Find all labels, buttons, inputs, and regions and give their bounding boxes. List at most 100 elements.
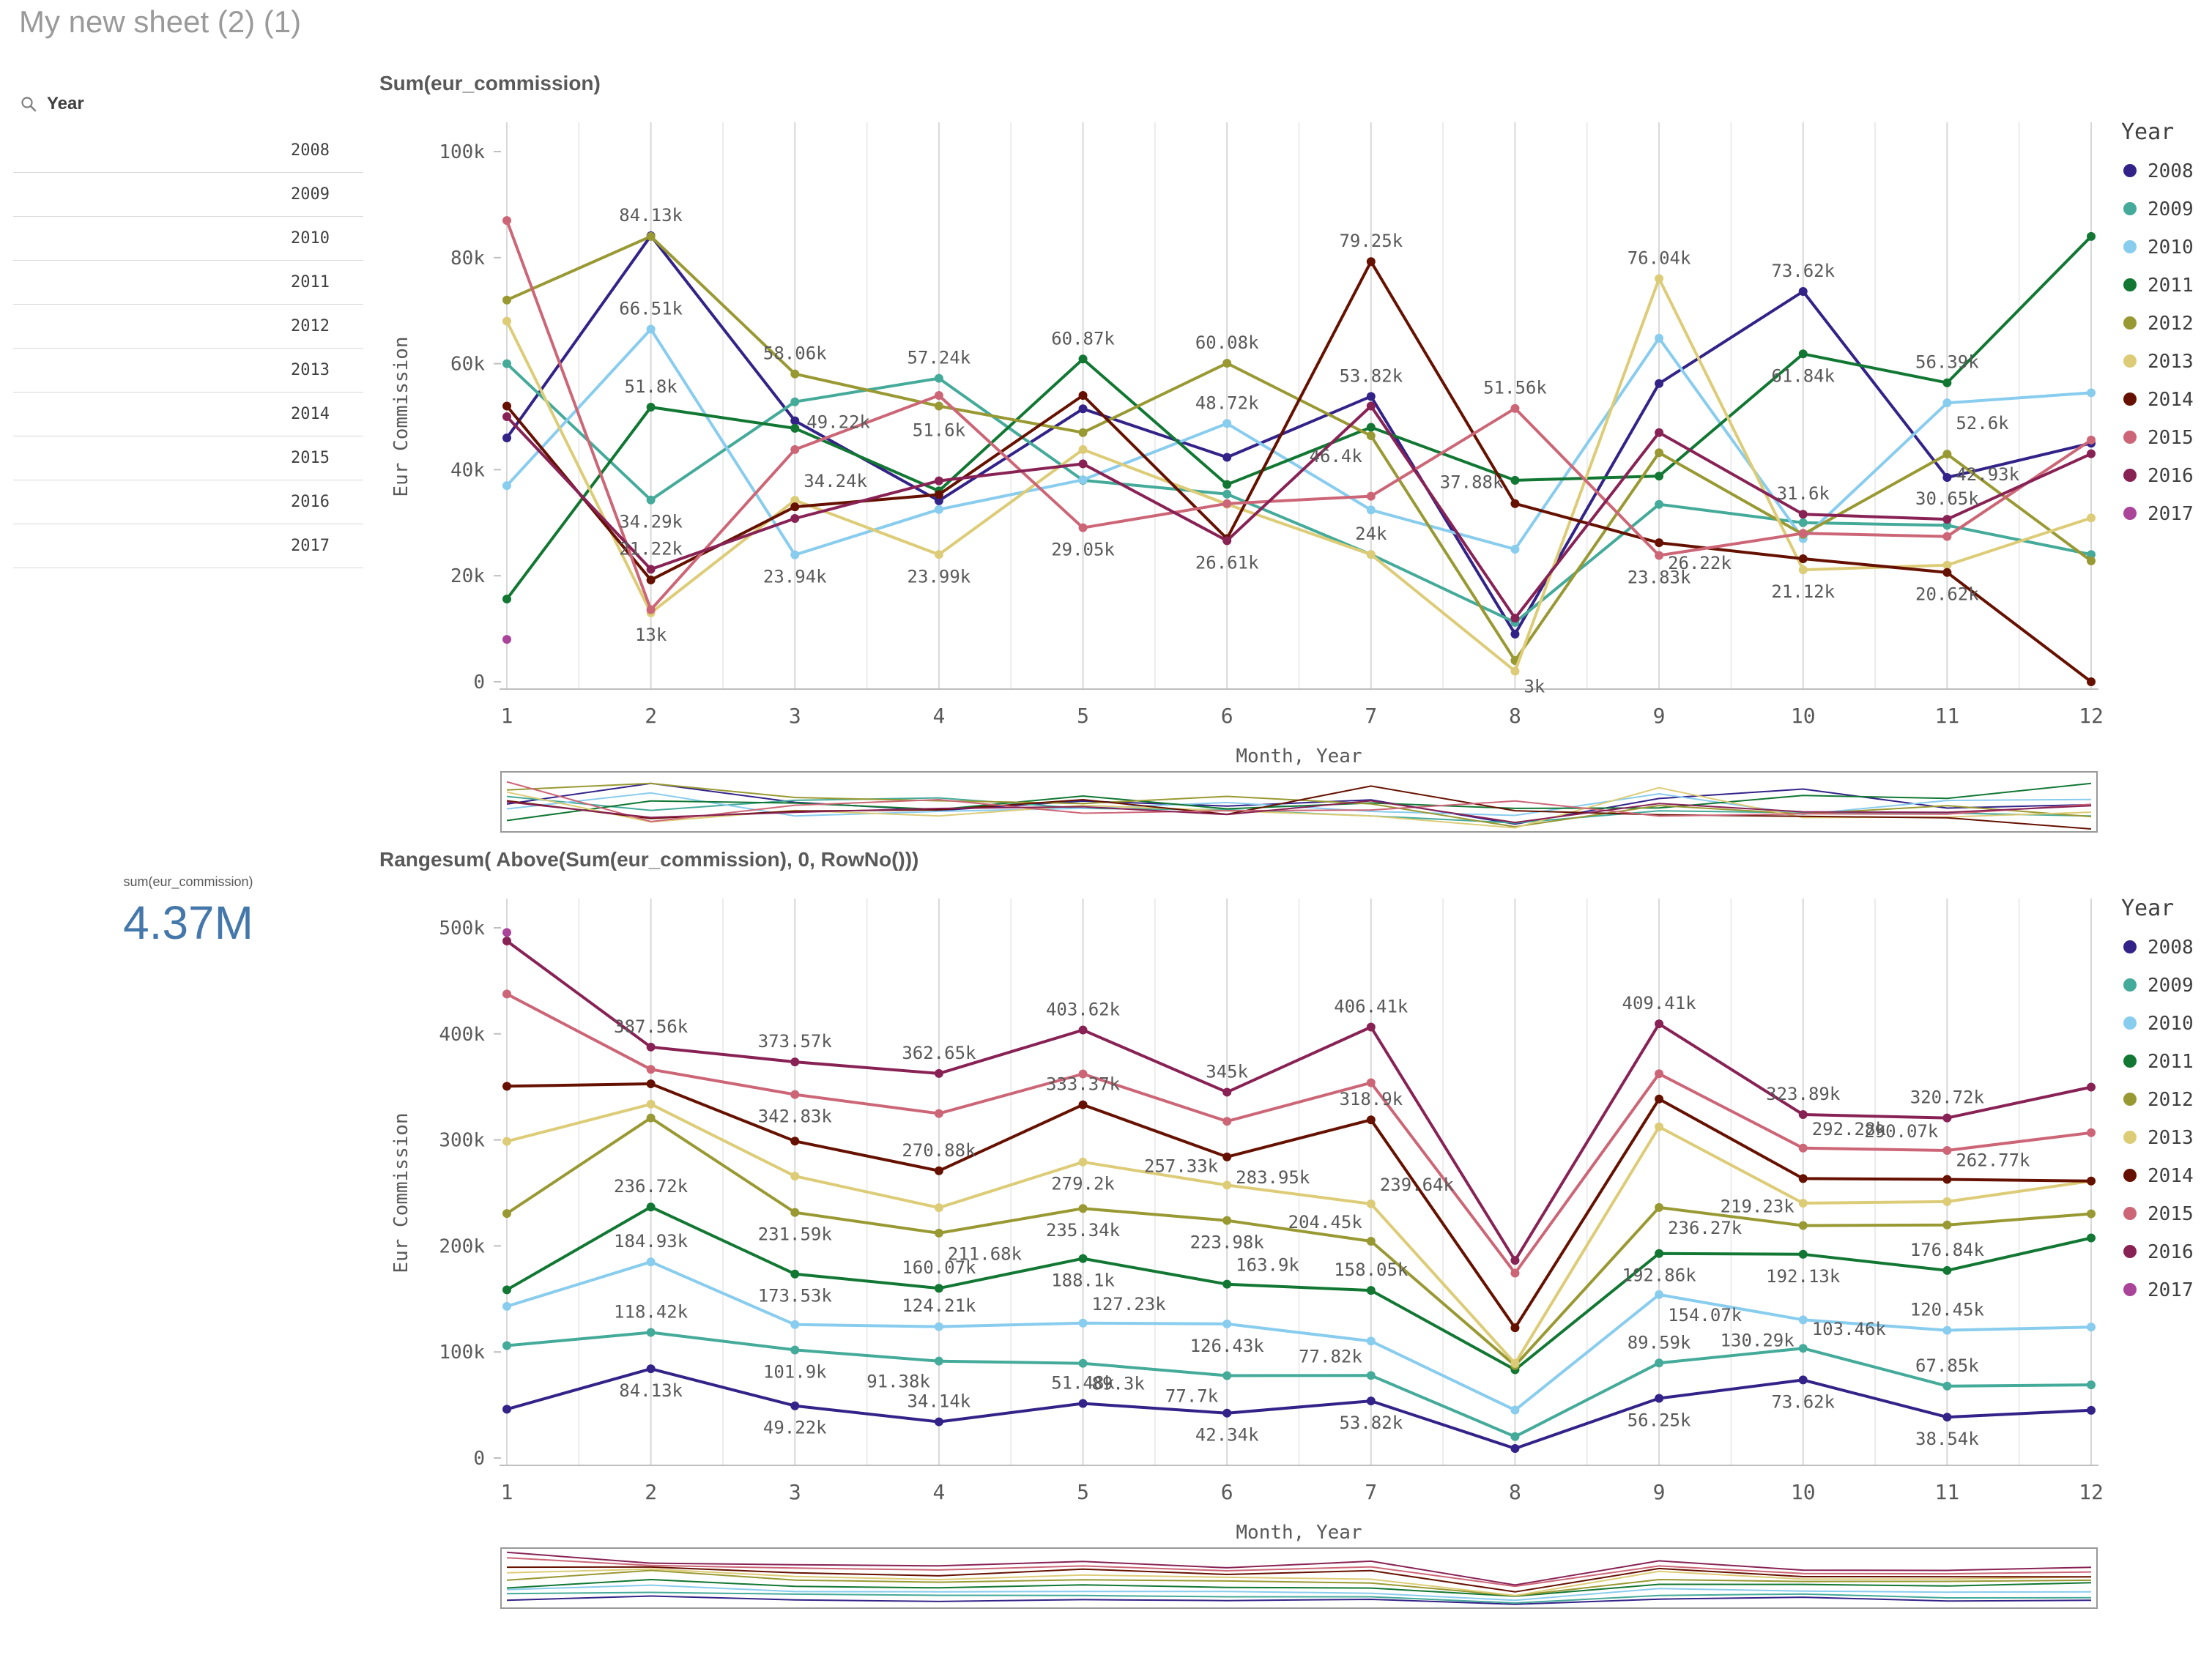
series-line-2009[interactable] bbox=[505, 362, 2092, 624]
data-point-2010-m5[interactable] bbox=[1078, 1318, 1088, 1328]
data-point-2016-m4[interactable] bbox=[934, 476, 943, 486]
data-point-2011-m10[interactable] bbox=[1798, 1249, 1808, 1259]
data-point-2015-m2[interactable] bbox=[646, 605, 656, 614]
year-filter-item-2012[interactable]: 2012 bbox=[13, 305, 363, 349]
legend-item-2009[interactable]: 2009 bbox=[2123, 198, 2194, 220]
data-point-2008-m10[interactable] bbox=[1798, 1375, 1808, 1385]
series-2010[interactable] bbox=[502, 1257, 2096, 1415]
data-point-2008-m6[interactable] bbox=[1222, 453, 1232, 462]
data-point-2011-m2[interactable] bbox=[646, 402, 656, 412]
data-point-2008-m2[interactable] bbox=[646, 1364, 656, 1374]
data-point-2010-m12[interactable] bbox=[2087, 388, 2096, 398]
data-point-2013-m1[interactable] bbox=[502, 316, 511, 326]
data-point-2009-m12[interactable] bbox=[2087, 1380, 2096, 1390]
series-line-2008[interactable] bbox=[506, 1367, 2092, 1450]
data-point-2017-m1[interactable] bbox=[502, 928, 511, 937]
data-point-2008-m5[interactable] bbox=[1078, 404, 1088, 414]
data-point-2010-m4[interactable] bbox=[934, 1322, 943, 1331]
data-point-2013-m4[interactable] bbox=[934, 1203, 943, 1213]
data-point-2015-m7[interactable] bbox=[1366, 491, 1376, 501]
data-point-2010-m6[interactable] bbox=[1222, 419, 1232, 428]
data-point-2012-m5[interactable] bbox=[1078, 428, 1088, 437]
legend-item-2017[interactable]: 2017 bbox=[2123, 503, 2194, 525]
data-point-2013-m3[interactable] bbox=[790, 1172, 800, 1181]
data-point-2008-m8[interactable] bbox=[1510, 629, 1520, 639]
data-point-2009-m9[interactable] bbox=[1655, 1358, 1664, 1368]
data-point-2014-m4[interactable] bbox=[934, 1166, 943, 1175]
data-point-2008-m3[interactable] bbox=[790, 1401, 800, 1410]
data-point-2010-m11[interactable] bbox=[1942, 398, 1952, 408]
kpi-card[interactable]: sum(eur_commission) 4.37M bbox=[13, 874, 363, 950]
data-point-2016-m10[interactable] bbox=[1798, 510, 1808, 519]
data-point-2011-m3[interactable] bbox=[790, 423, 800, 433]
data-point-2013-m6[interactable] bbox=[1222, 1180, 1232, 1190]
series-line-2015[interactable] bbox=[505, 220, 2093, 611]
year-filter-item-2015[interactable]: 2015 bbox=[13, 436, 363, 480]
data-point-2011-m9[interactable] bbox=[1655, 1249, 1664, 1258]
data-point-2014-m2[interactable] bbox=[646, 1079, 656, 1088]
data-point-2012-m10[interactable] bbox=[1798, 1221, 1808, 1230]
data-point-2010-m12[interactable] bbox=[2087, 1323, 2096, 1332]
data-point-2010-m8[interactable] bbox=[1510, 545, 1520, 554]
data-point-2012-m1[interactable] bbox=[502, 1209, 511, 1219]
year-filter-item-2008[interactable]: 2008 bbox=[13, 129, 363, 173]
data-point-2015-m1[interactable] bbox=[502, 989, 511, 999]
data-point-2009-m3[interactable] bbox=[790, 1345, 800, 1355]
data-point-2014-m12[interactable] bbox=[2087, 677, 2096, 686]
data-point-2008-m1[interactable] bbox=[502, 1405, 511, 1414]
data-point-2009-m2[interactable] bbox=[646, 1328, 656, 1337]
data-point-2009-m12[interactable] bbox=[2087, 550, 2096, 559]
data-point-2016-m5[interactable] bbox=[1078, 459, 1088, 469]
data-point-2012-m9[interactable] bbox=[1655, 1202, 1664, 1212]
legend-item-2014[interactable]: 2014 bbox=[2123, 389, 2194, 411]
data-point-2009-m6[interactable] bbox=[1222, 489, 1232, 499]
data-point-2014-m5[interactable] bbox=[1078, 391, 1088, 401]
data-point-2008-m10[interactable] bbox=[1798, 286, 1808, 296]
data-point-2010-m9[interactable] bbox=[1655, 333, 1664, 343]
legend-item-2015[interactable]: 2015 bbox=[2123, 427, 2194, 449]
data-point-2016-m7[interactable] bbox=[1366, 401, 1376, 411]
data-point-2014-m8[interactable] bbox=[1510, 1323, 1520, 1333]
data-point-2009-m2[interactable] bbox=[646, 495, 656, 505]
data-point-2010-m8[interactable] bbox=[1510, 1405, 1520, 1415]
data-point-2014-m10[interactable] bbox=[1798, 1174, 1808, 1183]
data-point-2016-m9[interactable] bbox=[1655, 1019, 1664, 1029]
data-point-2013-m5[interactable] bbox=[1078, 1157, 1088, 1167]
data-point-2009-m10[interactable] bbox=[1798, 1344, 1808, 1353]
data-point-2011-m5[interactable] bbox=[1078, 354, 1088, 364]
legend-item-2008[interactable]: 2008 bbox=[2123, 160, 2194, 182]
data-point-2009-m3[interactable] bbox=[790, 397, 800, 406]
legend-item-2011[interactable]: 2011 bbox=[2123, 275, 2194, 297]
year-filter-item-2013[interactable]: 2013 bbox=[13, 349, 363, 393]
data-point-2010-m1[interactable] bbox=[502, 1301, 511, 1311]
chart-mini-navigator[interactable] bbox=[500, 1547, 2098, 1609]
data-point-2013-m10[interactable] bbox=[1798, 565, 1808, 575]
data-point-2013-m3[interactable] bbox=[790, 496, 800, 505]
data-point-2014-m6[interactable] bbox=[1222, 1152, 1232, 1161]
data-point-2016-m9[interactable] bbox=[1655, 428, 1664, 437]
data-point-2008-m5[interactable] bbox=[1078, 1399, 1088, 1408]
legend-item-2010[interactable]: 2010 bbox=[2123, 1013, 2194, 1035]
data-point-2012-m12[interactable] bbox=[2087, 1209, 2096, 1219]
data-point-2008-m1[interactable] bbox=[502, 433, 511, 442]
data-point-2009-m10[interactable] bbox=[1798, 518, 1808, 527]
data-point-2010-m3[interactable] bbox=[790, 550, 800, 559]
series-2016[interactable] bbox=[502, 936, 2096, 1265]
series-2014[interactable] bbox=[502, 257, 2096, 686]
data-point-2016-m6[interactable] bbox=[1222, 1087, 1232, 1097]
series-line-2011[interactable] bbox=[506, 1205, 2092, 1372]
data-point-2012-m3[interactable] bbox=[790, 1208, 800, 1217]
data-point-2014-m11[interactable] bbox=[1942, 568, 1952, 577]
series-line-2015[interactable] bbox=[506, 992, 2092, 1275]
legend-item-2013[interactable]: 2013 bbox=[2123, 351, 2194, 373]
data-point-2014-m5[interactable] bbox=[1078, 1100, 1088, 1109]
data-point-2012-m12[interactable] bbox=[2087, 556, 2096, 565]
data-point-2008-m12[interactable] bbox=[2087, 1405, 2096, 1415]
data-point-2016-m8[interactable] bbox=[1510, 1256, 1520, 1265]
data-point-2011-m6[interactable] bbox=[1222, 480, 1232, 489]
data-point-2011-m9[interactable] bbox=[1655, 472, 1664, 481]
data-point-2015-m5[interactable] bbox=[1078, 1069, 1088, 1079]
data-point-2015-m4[interactable] bbox=[934, 391, 943, 401]
data-point-2016-m1[interactable] bbox=[502, 412, 511, 421]
